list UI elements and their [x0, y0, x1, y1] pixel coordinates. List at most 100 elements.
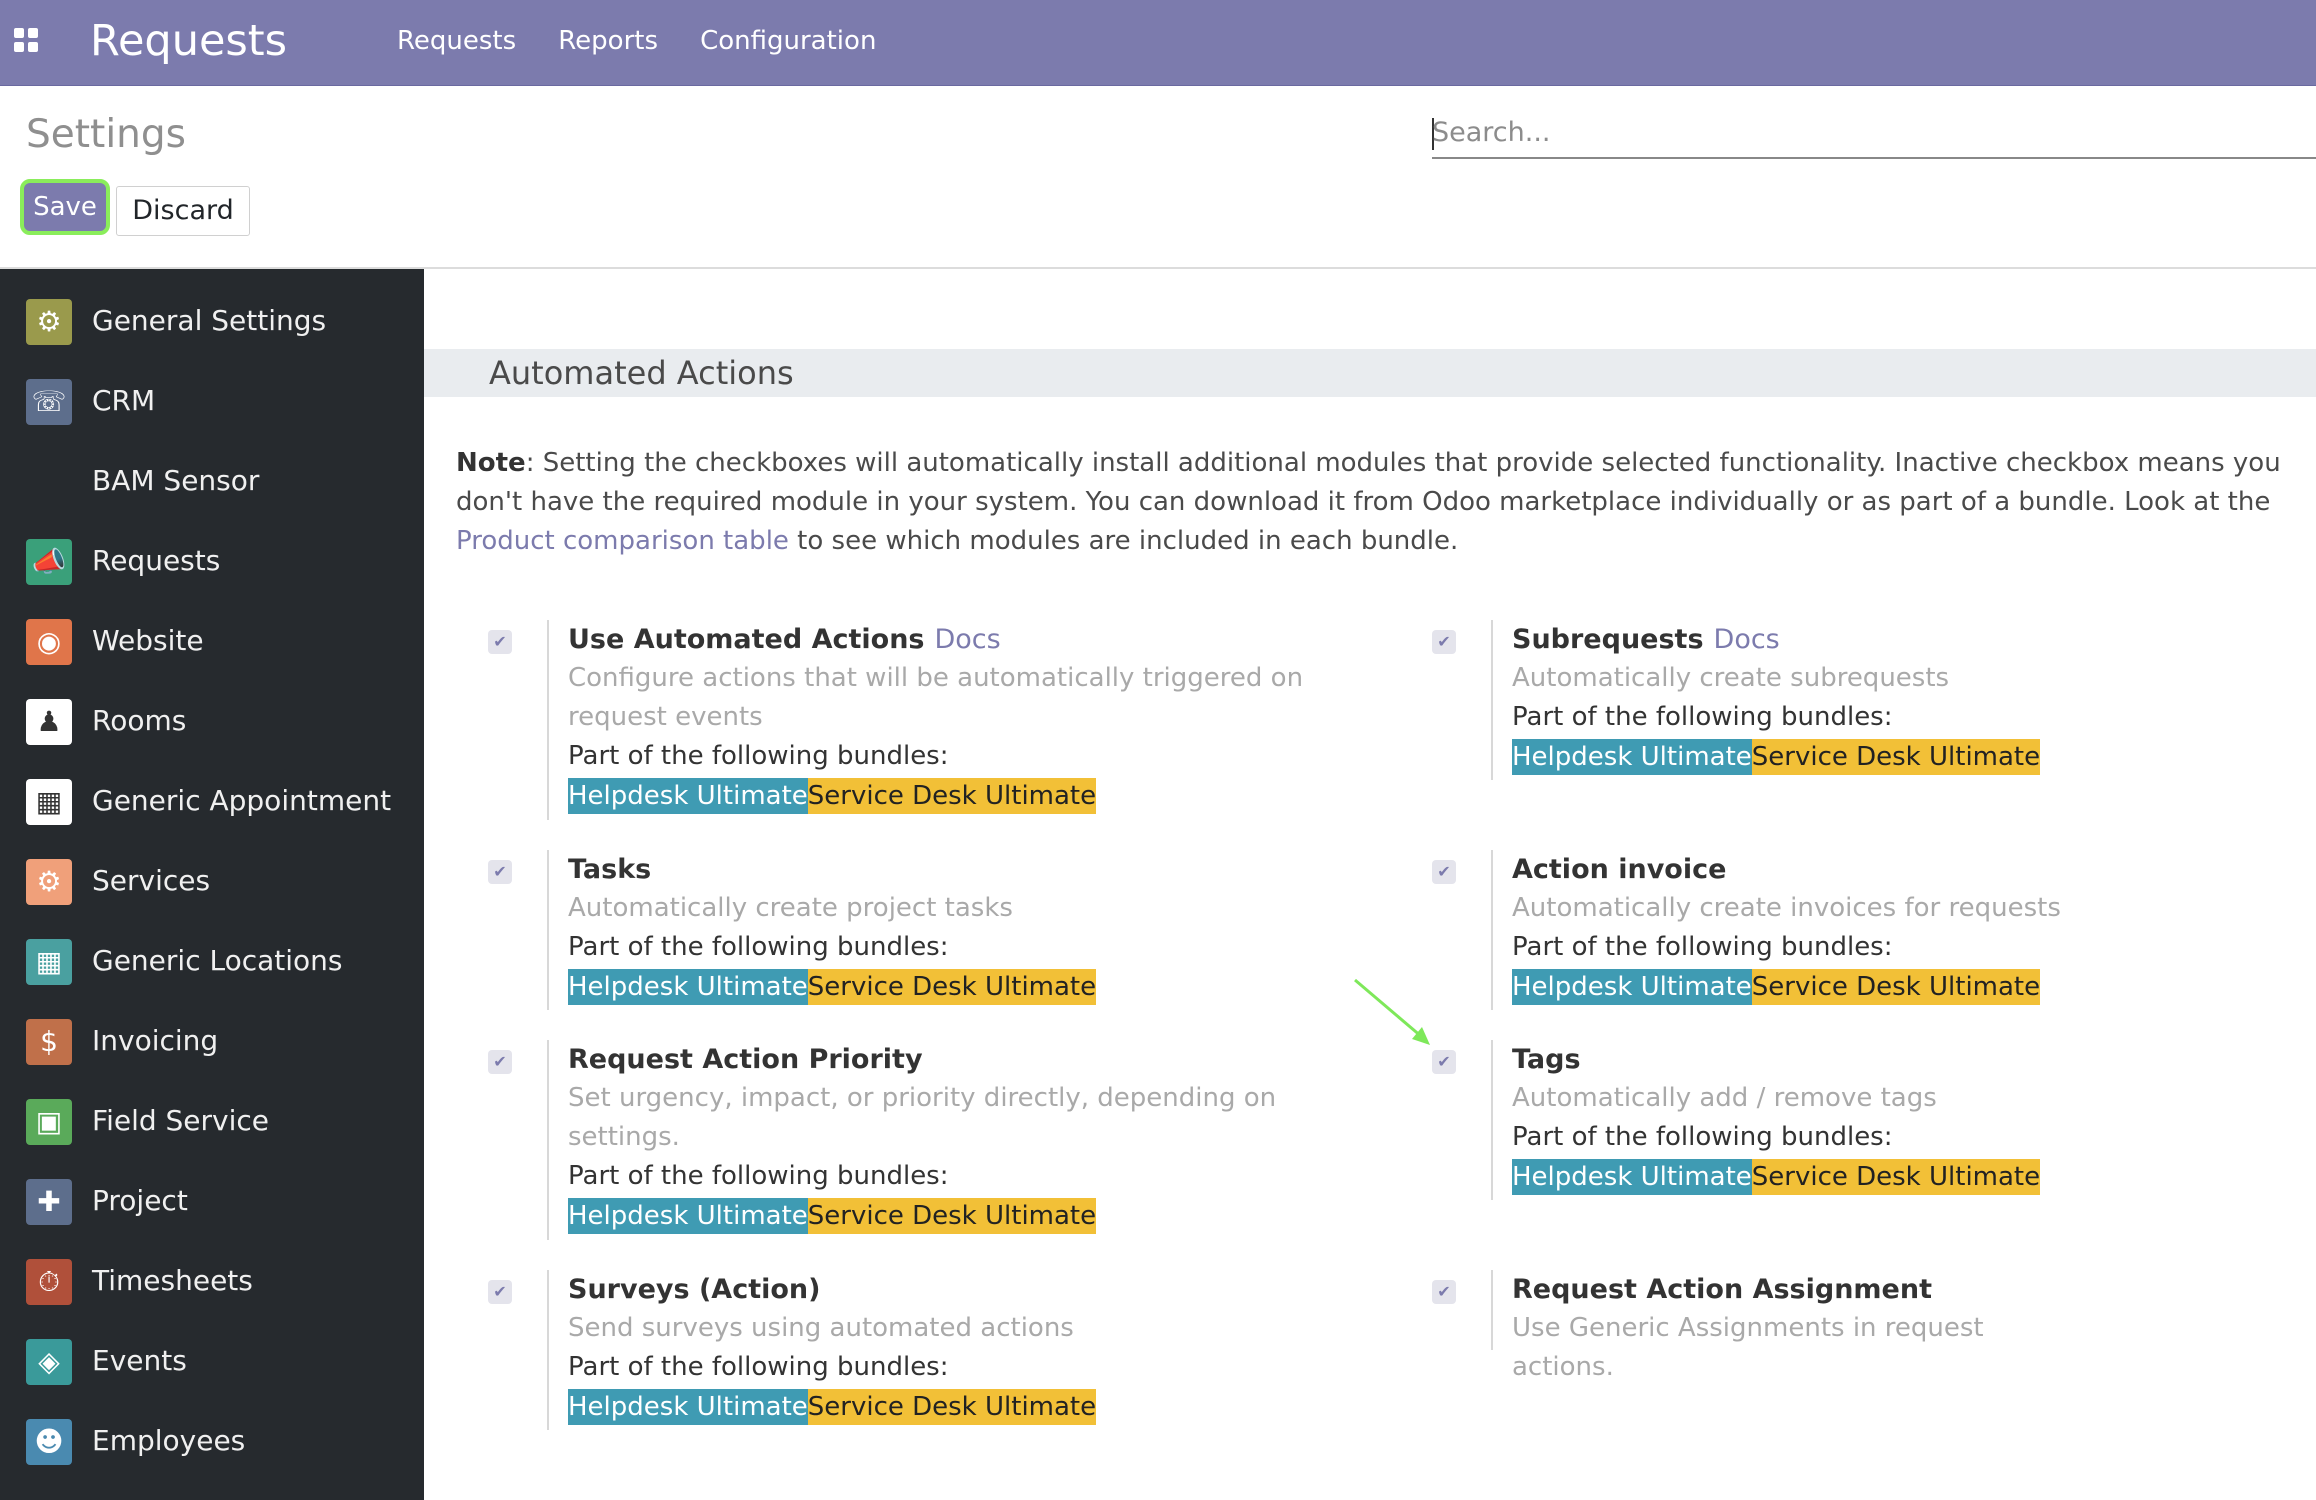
sidebar-item-label: Employees	[92, 1424, 246, 1457]
note-label: Note	[456, 448, 526, 478]
helpdesk-ultimate-badge: Helpdesk Ultimate	[1512, 969, 1752, 1005]
sidebar-item-rooms[interactable]: ♟ Rooms	[0, 691, 424, 751]
bundle-badges: Helpdesk UltimateService Desk Ultimate	[1512, 969, 2072, 1007]
gear-icon: ⚙	[26, 299, 72, 345]
app-title[interactable]: Requests	[90, 16, 288, 66]
sidebar-item-services[interactable]: ⚙ Services	[0, 851, 424, 911]
sidebar-item-label: Project	[92, 1184, 188, 1217]
product-comparison-link[interactable]: Product comparison table	[456, 526, 789, 556]
sidebar-item-events[interactable]: ◈ Events	[0, 1331, 424, 1391]
setting-title: Subrequests Docs	[1512, 620, 2072, 659]
bundle-badges: Helpdesk UltimateService Desk Ultimate	[1512, 739, 2072, 777]
service-desk-ultimate-badge: Service Desk Ultimate	[807, 1198, 1097, 1234]
sidebar-item-label: Field Service	[92, 1104, 270, 1137]
rooms-icon: ♟	[26, 699, 72, 745]
sidebar-item-crm[interactable]: ☏ CRM	[0, 371, 424, 431]
sidebar-item-employees[interactable]: ☻ Employees	[0, 1411, 424, 1471]
sidebar-item-requests[interactable]: 📣 Requests	[0, 531, 424, 591]
helpdesk-ultimate-badge: Helpdesk Ultimate	[1512, 1159, 1752, 1195]
settings-sidebar: ⚙ General Settings ☏ CRM BAM Sensor 📣 Requests…	[0, 269, 424, 1500]
sidebar-item-generic-locations[interactable]: ▦ Generic Locations	[0, 931, 424, 991]
setting-checkbox[interactable]: ✔	[488, 860, 512, 884]
bundle-badges: Helpdesk UltimateService Desk Ultimate	[568, 1198, 1328, 1236]
setting-checkbox[interactable]: ✔	[488, 1280, 512, 1304]
discard-button[interactable]: Discard	[116, 186, 250, 236]
sidebar-item-website[interactable]: ◉ Website	[0, 611, 424, 671]
sidebar-item-label: Generic Appointment	[92, 784, 392, 817]
globe-icon: ◉	[26, 619, 72, 665]
sidebar-item-field-service[interactable]: ▣ Field Service	[0, 1091, 424, 1151]
docs-link[interactable]: Docs	[934, 624, 1001, 655]
setting-body: Surveys (Action) Send surveys using autom…	[568, 1270, 1328, 1427]
setting-title-text: Action invoice	[1512, 854, 1727, 885]
sidebar-item-label: BAM Sensor	[92, 464, 260, 497]
sidebar-item-label: Generic Locations	[92, 944, 343, 977]
search-input[interactable]: Search...	[1432, 113, 2316, 159]
service-desk-ultimate-badge: Service Desk Ultimate	[807, 778, 1097, 814]
setting-checkbox[interactable]: ✔	[1432, 860, 1456, 884]
annotation-arrow	[1354, 978, 1430, 1045]
setting-body: Action invoice Automatically create invoi…	[1512, 850, 2072, 1007]
invoice-icon: $	[26, 1019, 72, 1065]
setting-title-text: Request Action Priority	[568, 1044, 923, 1075]
megaphone-icon: 📣	[26, 539, 72, 585]
field-service-icon: ▣	[26, 1099, 72, 1145]
bundle-badges: Helpdesk UltimateService Desk Ultimate	[568, 778, 1328, 816]
sidebar-item-generic-appointment[interactable]: ▦ Generic Appointment	[0, 771, 424, 831]
setting-body: Subrequests Docs Automatically create subr…	[1512, 620, 2072, 777]
docs-link[interactable]: Docs	[1713, 624, 1780, 655]
setting-title-text: Request Action Assignment	[1512, 1274, 1932, 1305]
setting-divider	[1491, 620, 1493, 780]
setting-title: Use Automated Actions Docs	[568, 620, 1328, 659]
setting-divider	[547, 1040, 549, 1240]
service-desk-ultimate-badge: Service Desk Ultimate	[807, 1389, 1097, 1425]
setting-description: Automatically add / remove tags	[1512, 1083, 1937, 1113]
sidebar-item-project[interactable]: ✚ Project	[0, 1171, 424, 1231]
setting-checkbox[interactable]: ✔	[488, 1050, 512, 1074]
services-icon: ⚙	[26, 859, 72, 905]
section-title: Automated Actions	[489, 354, 794, 392]
sidebar-item-label: Requests	[92, 544, 221, 577]
setting-checkbox[interactable]: ✔	[488, 630, 512, 654]
top-navbar: Requests Requests Reports Configuration	[0, 0, 2316, 86]
service-desk-ultimate-badge: Service Desk Ultimate	[1751, 969, 2041, 1005]
appointment-icon: ▦	[26, 779, 72, 825]
setting-title: Tags	[1512, 1040, 2072, 1079]
menu-requests[interactable]: Requests	[397, 26, 517, 56]
service-desk-ultimate-badge: Service Desk Ultimate	[1751, 739, 2041, 775]
sidebar-item-label: Website	[92, 624, 204, 657]
control-panel: Settings Save Discard	[0, 86, 2316, 269]
setting-title-text: Use Automated Actions	[568, 624, 925, 655]
setting-title-text: Tasks	[568, 854, 652, 885]
sidebar-item-bam-sensor[interactable]: BAM Sensor	[0, 451, 424, 511]
sidebar-item-label: Rooms	[92, 704, 187, 737]
setting-body: Tasks Automatically create project tasks P…	[568, 850, 1328, 1007]
menu-reports[interactable]: Reports	[558, 26, 658, 56]
locations-icon: ▦	[26, 939, 72, 985]
setting-divider	[547, 850, 549, 1010]
menu-configuration[interactable]: Configuration	[700, 26, 877, 56]
stopwatch-icon: ⏱	[26, 1259, 72, 1305]
setting-title: Request Action Priority	[568, 1040, 1328, 1079]
sidebar-item-label: Events	[92, 1344, 187, 1377]
setting-divider	[1491, 1040, 1493, 1200]
setting-body: Request Action Assignment Use Generic Ass…	[1512, 1270, 2072, 1387]
note-tail: to see which modules are included in eac…	[788, 526, 1459, 556]
bundle-badges: Helpdesk UltimateService Desk Ultimate	[1512, 1159, 2072, 1197]
bundles-label: Part of the following bundles:	[1512, 702, 1893, 732]
setting-title-text: Tags	[1512, 1044, 1581, 1075]
setting-checkbox[interactable]: ✔	[1432, 1280, 1456, 1304]
helpdesk-ultimate-badge: Helpdesk Ultimate	[568, 1198, 808, 1234]
setting-divider	[1491, 1270, 1493, 1350]
save-button[interactable]: Save	[20, 179, 110, 235]
service-desk-ultimate-badge: Service Desk Ultimate	[1751, 1159, 2041, 1195]
sidebar-item-invoicing[interactable]: $ Invoicing	[0, 1011, 424, 1071]
sidebar-item-general-settings[interactable]: ⚙ General Settings	[0, 291, 424, 351]
bundles-label: Part of the following bundles:	[1512, 932, 1893, 962]
setting-checkbox[interactable]: ✔	[1432, 630, 1456, 654]
setting-checkbox[interactable]: ✔	[1432, 1050, 1456, 1074]
sidebar-item-timesheets[interactable]: ⏱ Timesheets	[0, 1251, 424, 1311]
sidebar-item-label: CRM	[92, 384, 156, 417]
apps-menu-icon[interactable]	[14, 28, 40, 54]
setting-description: Set urgency, impact, or priority directl…	[568, 1083, 1277, 1152]
